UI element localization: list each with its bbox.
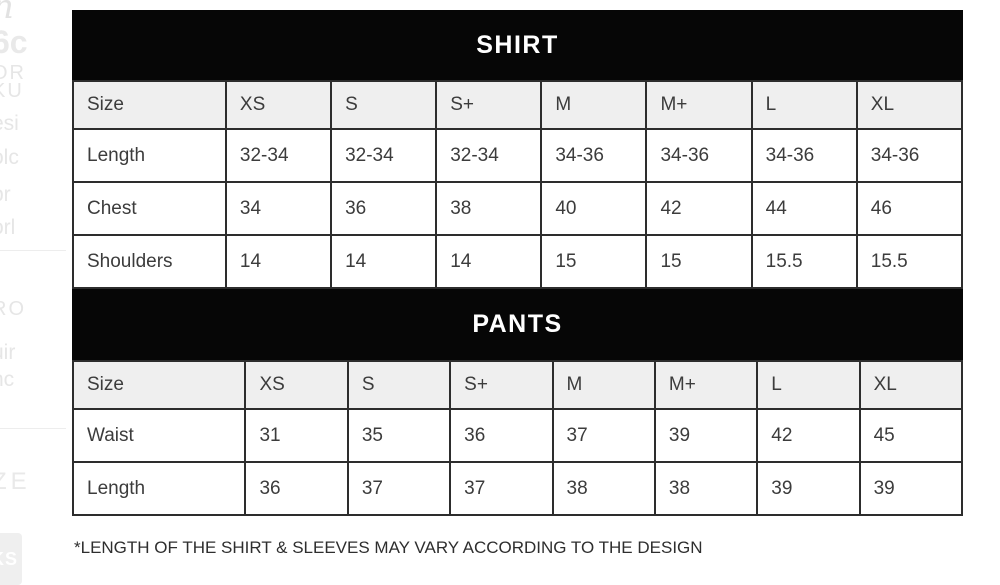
size-note: *LENGTH OF THE SHIRT & SLEEVES MAY VARY …	[74, 538, 703, 557]
background-text-fragment: RO	[0, 298, 26, 320]
size-header-cell: S	[330, 80, 438, 130]
size-header-cell: Size	[71, 360, 247, 410]
measurement-value: 34-36	[855, 128, 964, 183]
background-text-fragment: hc	[0, 368, 15, 391]
measurement-value: 34	[224, 181, 333, 236]
measurement-value: 37	[449, 461, 554, 516]
measurement-value: 39	[756, 461, 861, 516]
measurement-label: Length	[71, 461, 247, 516]
measurement-label: Chest	[72, 181, 227, 236]
measurement-value: 38	[551, 461, 656, 516]
measurement-value: 15	[540, 234, 648, 289]
measurement-value: 32-34	[224, 128, 333, 183]
left-margin-divider	[0, 250, 66, 251]
pants-section-title: PANTS	[472, 310, 563, 338]
measurement-row: Chest 34 36 38 40 42 44 46	[72, 181, 964, 236]
size-header-cell: XL	[855, 80, 964, 130]
measurement-value: 36	[330, 181, 438, 236]
background-text-fragment: ZE	[0, 468, 31, 495]
size-header-cell: S+	[449, 360, 554, 410]
measurement-value: 32-34	[435, 128, 543, 183]
size-header-cell: M+	[645, 80, 753, 130]
size-header-cell: M	[540, 80, 648, 130]
size-header-cell: Size	[72, 80, 227, 130]
measurement-value: 15.5	[855, 234, 964, 289]
measurement-value: 36	[244, 461, 349, 516]
measurement-value: 42	[756, 408, 861, 463]
left-margin-divider	[0, 428, 66, 429]
measurement-row: Shoulders 14 14 14 15 15 15.5 15.5	[72, 234, 964, 289]
background-text-fragment: olc	[0, 146, 19, 169]
size-header-row: Size XS S S+ M M+ L XL	[72, 80, 964, 130]
background-text-fragment: KU	[0, 80, 24, 102]
shirt-size-table: Size XS S S+ M M+ L XL Length 32-34 32-34 32-34 34-3…	[72, 80, 964, 289]
partial-button-label: KS	[0, 548, 18, 569]
measurement-value: 39	[858, 461, 964, 516]
background-text-fragment: 6c	[0, 24, 28, 60]
size-header-cell: XS	[244, 360, 349, 410]
background-text-fragment: n	[0, 0, 14, 24]
measurement-value: 34-36	[750, 128, 858, 183]
measurement-value: 31	[244, 408, 349, 463]
measurement-row: Length 32-34 32-34 32-34 34-36 34-36 34-36 34-3…	[72, 128, 964, 183]
measurement-value: 38	[435, 181, 543, 236]
measurement-value: 45	[858, 408, 964, 463]
measurement-label: Waist	[71, 408, 247, 463]
size-header-cell: S	[346, 360, 452, 410]
measurement-value: 14	[330, 234, 438, 289]
measurement-value: 14	[435, 234, 543, 289]
size-header-cell: XL	[858, 360, 964, 410]
size-header-cell: M+	[653, 360, 759, 410]
size-header-cell: XS	[224, 80, 333, 130]
measurement-value: 38	[653, 461, 759, 516]
background-text-fragment: br	[0, 183, 11, 206]
measurement-value: 40	[540, 181, 648, 236]
background-text-fragment: esi	[0, 112, 19, 135]
measurement-value: 14	[224, 234, 333, 289]
measurement-label: Shoulders	[72, 234, 227, 289]
measurement-value: 15.5	[750, 234, 858, 289]
size-header-cell: M	[551, 360, 656, 410]
background-text-fragment: OR	[0, 62, 26, 84]
background-text-fragment: orl	[0, 216, 16, 239]
partial-button[interactable]: KS	[0, 533, 22, 585]
size-header-row: Size XS S S+ M M+ L XL	[71, 360, 964, 410]
pants-section-header: PANTS	[72, 289, 963, 360]
measurement-value: 42	[645, 181, 753, 236]
measurement-label: Length	[72, 128, 227, 183]
measurement-value: 32-34	[330, 128, 438, 183]
measurement-value: 34-36	[540, 128, 648, 183]
size-header-cell: L	[750, 80, 858, 130]
measurement-value: 44	[750, 181, 858, 236]
measurement-value: 37	[346, 461, 452, 516]
measurement-value: 36	[449, 408, 554, 463]
shirt-section-title: SHIRT	[476, 30, 559, 59]
measurement-value: 37	[551, 408, 656, 463]
shirt-section-header: SHIRT	[72, 10, 963, 80]
measurement-value: 15	[645, 234, 753, 289]
measurement-row: Length 36 37 37 38 38 39 39	[71, 461, 964, 516]
measurement-value: 46	[855, 181, 964, 236]
size-chart: SHIRT Size XS S S+ M M+ L XL Length 32-34 32-34 32-…	[71, 10, 964, 516]
measurement-row: Waist 31 35 36 37 39 42 45	[71, 408, 964, 463]
pants-size-table: Size XS S S+ M M+ L XL Waist 31 35 36 37 39 42 45 Length…	[71, 360, 964, 516]
size-header-cell: S+	[435, 80, 543, 130]
size-header-cell: L	[756, 360, 861, 410]
measurement-value: 35	[346, 408, 452, 463]
measurement-value: 39	[653, 408, 759, 463]
measurement-value: 34-36	[645, 128, 753, 183]
background-text-fragment: uir	[0, 341, 16, 364]
